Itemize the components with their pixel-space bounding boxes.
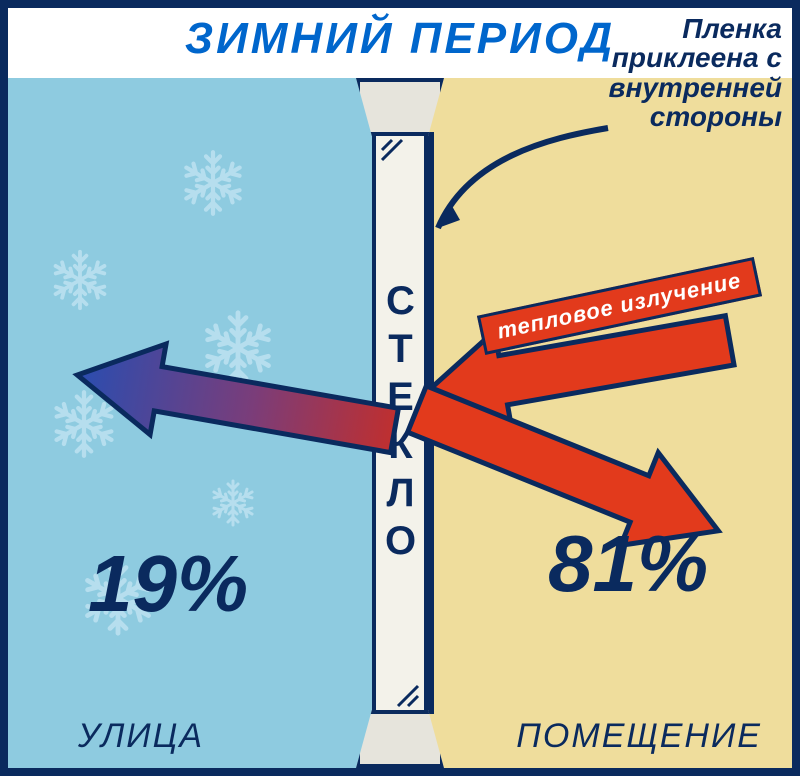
percent-outside: 19% — [88, 538, 248, 630]
label-outside: УЛИЦА — [78, 717, 204, 756]
snowflake-icon — [48, 248, 112, 317]
heat-reflected-arrow-icon — [413, 368, 753, 538]
film-pointer-arrow-icon — [428, 118, 618, 248]
glass-hatch-icon — [396, 684, 420, 708]
heat-transmitted-arrow-icon — [68, 368, 398, 508]
snowflake-icon — [178, 148, 248, 223]
film-annotation-label: Пленкаприклеена свнутреннейстороны — [609, 14, 782, 132]
label-inside: ПОМЕЩЕНИЕ — [516, 717, 762, 756]
diagram-frame: ЗИМНИЙ ПЕРИОД — [0, 0, 800, 776]
percent-inside: 81% — [548, 518, 708, 610]
glass-hatch-icon — [380, 138, 404, 162]
